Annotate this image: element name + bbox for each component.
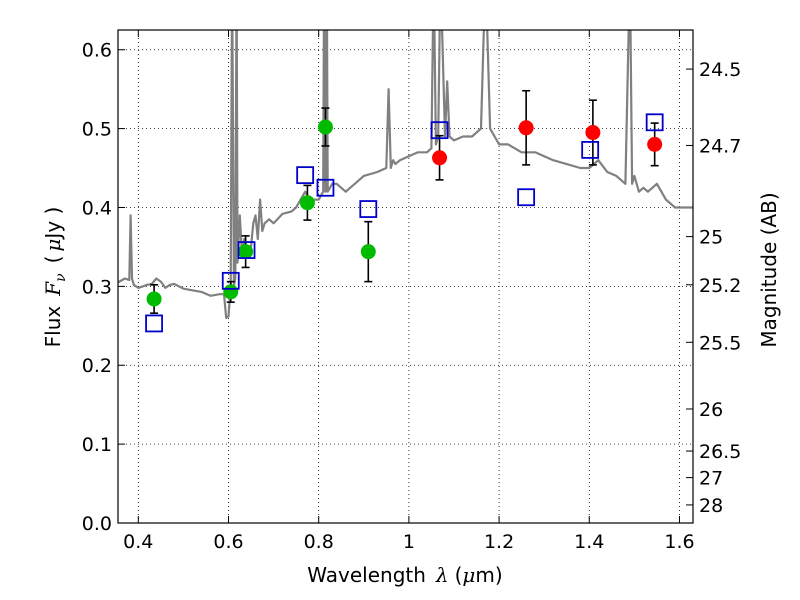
spectrum-layer — [118, 30, 693, 319]
magnitude-tick-label: 25.5 — [699, 332, 741, 354]
y-tick-label: 0.2 — [82, 355, 112, 377]
model-photometry-point — [430, 121, 449, 140]
data-marks — [145, 89, 664, 333]
model-photometry-point — [359, 200, 378, 218]
plot-frame — [117, 29, 694, 524]
x-tick-label: 1.4 — [574, 531, 604, 553]
x-tick-label: 1 — [403, 531, 415, 553]
magnitude-tick-label: 25 — [699, 227, 723, 249]
model-photometry-point — [645, 113, 664, 132]
y-tick-label: 0.5 — [82, 119, 112, 141]
axis-ticks — [118, 30, 693, 524]
x-tick-label: 1.2 — [484, 531, 514, 553]
y-tick-label: 0.4 — [82, 197, 112, 219]
model-photometry-point — [316, 178, 335, 197]
observed-red-point — [585, 125, 601, 141]
model-photometry-point — [221, 271, 240, 290]
x-tick-label: 0.4 — [123, 531, 153, 553]
x-tick-label: 1.6 — [664, 531, 694, 553]
observed-green-point — [317, 119, 333, 135]
spectrum-line — [118, 30, 693, 319]
model-photometry-point — [145, 314, 163, 333]
y-tick-label: 0.3 — [82, 276, 112, 298]
magnitude-tick-label: 24.7 — [699, 135, 741, 157]
model-photometry-point — [237, 241, 256, 259]
x-tick-label: 0.8 — [304, 531, 334, 553]
model-photometry-point — [296, 166, 315, 185]
magnitude-tick-label: 28 — [699, 495, 723, 517]
observed-green-point — [223, 284, 239, 300]
model-photometry-point — [581, 140, 600, 159]
observed-green-point — [360, 244, 376, 260]
observed-green-point — [299, 195, 315, 211]
observed-red-point — [647, 136, 663, 152]
y-axis-title: FluxFν(μJy ) — [41, 207, 69, 348]
y-tick-label: 0.0 — [82, 513, 112, 535]
magnitude-tick-label: 26.5 — [699, 441, 741, 463]
x-axis-title: Wavelength λ (μm) — [307, 563, 502, 587]
observed-green-point — [238, 244, 254, 260]
tick-labels: 0.4 0.6 0.8 1 1.2 1.4 1.6 0.0 0.1 0.2 0.3 0.4 0.5 0.6… — [82, 40, 742, 553]
magnitude-tick-label: 27 — [699, 468, 723, 490]
observed-green-point — [146, 291, 162, 307]
plot-area — [118, 30, 693, 523]
magnitude-tick-label: 25.2 — [699, 275, 741, 297]
y-tick-label: 0.1 — [82, 434, 112, 456]
x-tick-label: 0.6 — [213, 531, 243, 553]
model-photometry-point — [517, 188, 536, 207]
magnitude-tick-label: 24.5 — [699, 59, 741, 81]
observed-red-point — [518, 120, 534, 136]
observed-red-point — [432, 150, 448, 166]
y-tick-label: 0.6 — [82, 40, 112, 62]
magnitude-tick-label: 26 — [699, 399, 723, 421]
magnitude-axis-title: Magnitude (AB) — [757, 192, 781, 347]
